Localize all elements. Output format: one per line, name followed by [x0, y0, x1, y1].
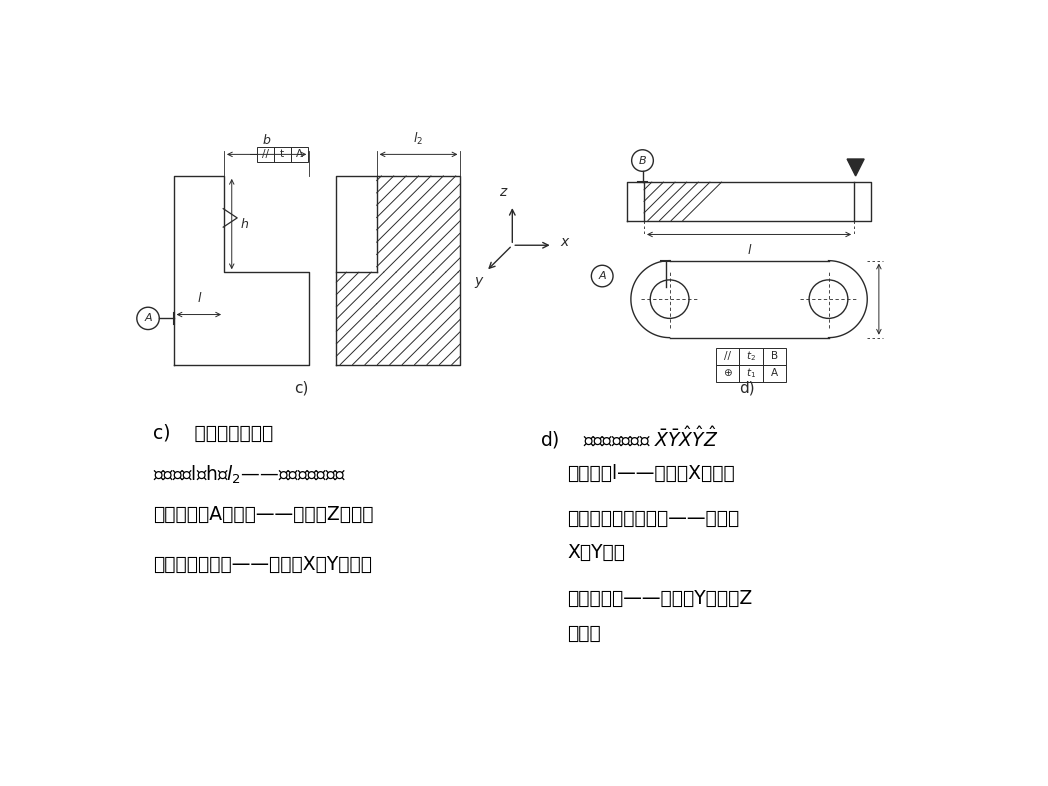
Text: b: b [263, 134, 270, 147]
Text: l: l [197, 292, 200, 305]
Text: ⊕: ⊕ [723, 368, 733, 378]
Text: 保证与底面平行——限制绕X，Y转动。: 保证与底面平行——限制绕X，Y转动。 [153, 555, 372, 574]
Text: 保证与基准A平行度——限制绕Z转动。: 保证与基准A平行度——限制绕Z转动。 [153, 505, 373, 523]
Text: X，Y转动: X，Y转动 [567, 543, 626, 562]
Text: A: A [770, 368, 778, 378]
Text: //: // [724, 351, 732, 361]
Bar [740, 365, 763, 381]
Bar [763, 347, 786, 365]
Bar [763, 365, 786, 381]
Bar [290, 147, 308, 162]
Text: c): c) [294, 380, 309, 395]
Text: d): d) [739, 380, 755, 395]
Text: l: l [747, 244, 750, 257]
Bar [274, 147, 290, 162]
Text: 保证与左孔的平行度——限制绕: 保证与左孔的平行度——限制绕 [567, 509, 740, 527]
Text: //: // [262, 149, 268, 160]
Polygon shape [847, 159, 865, 176]
Text: h: h [241, 218, 249, 230]
Text: 保证尺寸l——限制沿X移动；: 保证尺寸l——限制沿X移动； [567, 464, 735, 483]
Bar [740, 347, 763, 365]
Text: x: x [561, 235, 569, 249]
Text: c)    限制六个自由度: c) 限制六个自由度 [153, 424, 272, 443]
Text: y: y [475, 274, 482, 288]
Text: $t_1$: $t_1$ [746, 366, 756, 380]
Bar [257, 147, 274, 162]
Text: $l_2$: $l_2$ [414, 130, 423, 147]
Text: 转动；: 转动； [567, 624, 602, 643]
Text: B: B [770, 351, 778, 361]
Text: A: A [598, 271, 606, 281]
Text: 保证尺寸l，h，$l_2$——限制三个移动；: 保证尺寸l，h，$l_2$——限制三个移动； [153, 464, 346, 487]
Text: $t_2$: $t_2$ [746, 349, 756, 363]
Text: z: z [500, 185, 506, 199]
Text: t: t [280, 149, 284, 160]
Text: 保证对称度——限制沿Y移动和Z: 保证对称度——限制沿Y移动和Z [567, 590, 752, 608]
Text: A: A [145, 314, 152, 323]
Bar [716, 365, 740, 381]
Text: d)    限制五个自由度 $\bar{X}\bar{Y}\hat{X}\hat{Y}\hat{Z}$: d) 限制五个自由度 $\bar{X}\bar{Y}\hat{X}\hat{Y}… [540, 424, 719, 450]
Text: B: B [638, 156, 647, 166]
Bar [716, 347, 740, 365]
Text: A: A [296, 149, 303, 160]
